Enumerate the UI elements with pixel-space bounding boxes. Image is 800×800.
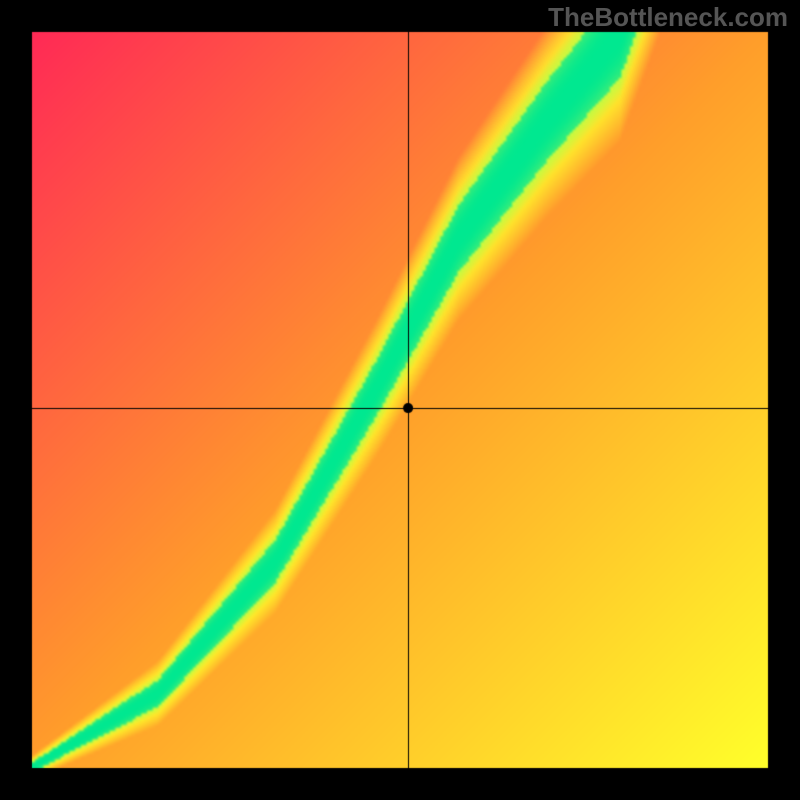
watermark-text: TheBottleneck.com <box>548 2 788 33</box>
bottleneck-heatmap <box>0 0 800 800</box>
chart-container: { "watermark": { "text": "TheBottleneck.… <box>0 0 800 800</box>
